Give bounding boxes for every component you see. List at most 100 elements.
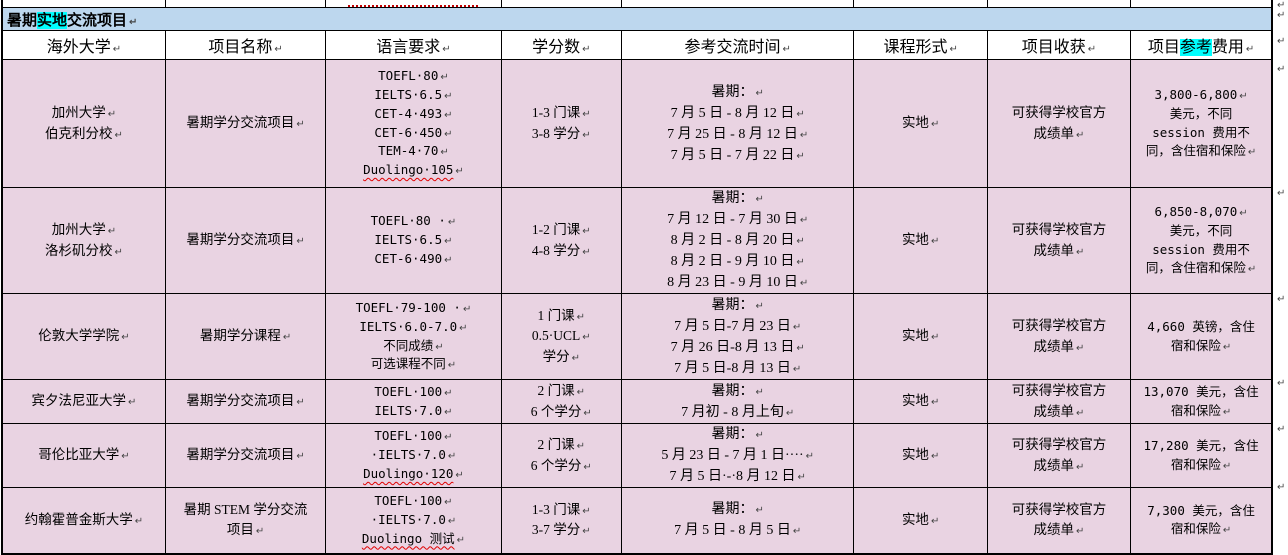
cell-line: 可选课程不同 ↵ (328, 355, 498, 374)
cell-line: 学分 ↵ (504, 347, 619, 367)
cell-line: 伯克利分校 ↵ (5, 124, 163, 144)
cell-text: 项目 (226, 522, 254, 538)
line-break-mark: ↵ (455, 469, 464, 481)
cell-university: 伦敦大学学院 ↵ (1, 293, 166, 380)
cell-text: 暑期： (711, 297, 754, 313)
cell-line: 哥伦比亚大学 ↵ (5, 445, 163, 465)
cell-text: 暑期： (711, 191, 754, 206)
line-break-mark: ↵ (582, 44, 591, 55)
line-break-mark: ↵ (442, 44, 451, 55)
text-segment: 项目 (1147, 39, 1180, 56)
cell-line: 同，含住宿和保险 ↵ (1133, 259, 1269, 278)
section-title-row: 暑期实地交流项目 ↵ (1, 7, 1273, 31)
line-break-mark: ↵ (1222, 341, 1232, 353)
line-break-mark: ↵ (1076, 461, 1085, 473)
table-row: 约翰霍普金斯大学 ↵ 暑期 STEM 学分交流 项目 ↵ TOEFL·100 ↵ ·IELTS… (1, 487, 1273, 554)
cell-university: 加州大学 ↵ 伯克利分校 ↵ (1, 59, 166, 188)
line-break-mark: ↵ (792, 321, 802, 333)
line-break-mark: ↵ (582, 332, 591, 344)
cell-text: CET-4·493 (374, 105, 443, 121)
header-credits: 学分数 ↵ (500, 30, 622, 60)
table-header-row: 海外大学 ↵ 项目名称 ↵ 语言要求 ↵ 学分数 ↵ 参考交流时间 ↵ 课程形式 ↵ 项目收获 ↵ 项目参考… (1, 30, 1273, 60)
cell-line: Duolingo 测试 ↵ (328, 530, 498, 549)
line-break-mark: ↵ (796, 257, 805, 268)
cell-line: 成绩单 ↵ (990, 337, 1128, 357)
header-language-requirement: 语言要求 ↵ (325, 30, 502, 60)
line-break-mark: ↵ (796, 342, 805, 354)
line-break-mark: ↵ (583, 461, 592, 473)
cell-line: CET-6·490 ↵ (328, 250, 498, 269)
cell-line: 加州大学 ↵ (5, 103, 163, 123)
cell-line: 成绩单 ↵ (990, 520, 1128, 540)
line-break-mark: ↵ (1076, 526, 1085, 538)
line-break-mark: ↵ (444, 236, 453, 248)
cell-line: CET-4·493 ↵ (328, 105, 498, 124)
table-row: 加州大学 ↵ 伯克利分校 ↵ 暑期学分交流项目 ↵ TOEFL·80 ↵ IELTS·6.5 ↵ C… (1, 59, 1273, 188)
row-end-mark: ↵ (1277, 36, 1286, 47)
clipped-cell (1130, 0, 1273, 8)
cell-text: 暑期学分交流项目 (186, 393, 295, 409)
text-segment: 海外大学 (46, 39, 111, 56)
cell-line: 1-2 门课 ↵ (504, 220, 619, 240)
line-break-mark: ↵ (456, 534, 466, 546)
table-title: 暑期实地交流项目 ↵ (1, 7, 1273, 31)
cell-text: 同，含住宿和保险 (1145, 143, 1246, 159)
cell-text: 1-2 门课 (531, 222, 581, 238)
cell-course-format: 实地 ↵ (853, 379, 988, 424)
table-row: 宾夕法尼亚大学 ↵ 暑期学分交流项目 ↵ TOEFL·100 ↵ IELTS·7.0 ↵ 2 门… (1, 379, 1273, 424)
clipped-cell (986, 0, 1132, 8)
clipped-cell (164, 0, 327, 8)
cell-line: 不同成绩 ↵ (328, 337, 498, 356)
clipped-cell (325, 0, 502, 8)
red-dotted-underline (348, 0, 479, 7)
cell-university: 约翰霍普金斯大学 ↵ (1, 487, 166, 554)
line-break-mark: ↵ (949, 44, 958, 55)
clipped-cell (1, 0, 166, 8)
cell-line: 7 月 26 日-8 月 13 日 ↵ (624, 337, 852, 358)
cell-text: 同，含住宿和保险 (1145, 260, 1246, 276)
header-course-format: 课程形式 ↵ (853, 30, 988, 60)
text-segment: 课程形式 (883, 39, 948, 56)
cell-text: TOEFL·80 · (370, 213, 446, 229)
cell-line: 可获得学校官方 (990, 316, 1128, 336)
line-break-mark: ↵ (930, 451, 940, 463)
cell-text: 7 月 5 日 - 8 月 5 日 (674, 523, 791, 539)
line-break-mark: ↵ (107, 226, 117, 238)
line-break-mark: ↵ (447, 217, 457, 229)
cell-program-name: 暑期学分交流项目 ↵ (164, 59, 327, 188)
cell-program-gain: 可获得学校官方 成绩单 ↵ (986, 293, 1132, 380)
line-break-mark: ↵ (440, 72, 449, 84)
cell-line: 6 个学分 ↵ (504, 402, 619, 422)
cell-credits: 1-3 门课 ↵ 3-8 学分 ↵ (500, 59, 622, 188)
line-break-mark: ↵ (582, 526, 591, 538)
cell-exchange-time: 暑期： ↵ 7 月 5 日 - 8 月 12 日 ↵ 7 月 25 日 - 8 月 12… (620, 59, 855, 188)
text-segment: 参考交流时间 (684, 39, 781, 56)
cell-program-gain: 可获得学校官方 成绩单 ↵ (986, 187, 1132, 294)
cell-credits: 2 门课 ↵ 6 个学分 ↵ (500, 379, 622, 424)
cell-exchange-time: 暑期： ↵ 5 月 23 日 - 7 月 1 日···· ↵ 7 月 5 日·-·8 月… (620, 423, 855, 488)
cell-exchange-time: 暑期： ↵ 7 月 12 日 - 7 月 30 日 ↵ 8 月 2 日 - 8 月 20… (620, 187, 855, 294)
cell-line: 7 月 5 日·-·8 月 12 日 ↵ (624, 466, 852, 487)
header-program-gain: 项目收获 ↵ (986, 30, 1132, 60)
cell-program-name: 暑期学分交流项目 ↵ (164, 187, 327, 294)
table-row: 伦敦大学学院 ↵ 暑期学分课程 ↵ TOEFL·79-100 · ↵ IELTS·6.0-7… (1, 293, 1273, 380)
cell-line: Duolingo·105 ↵ (328, 161, 498, 180)
cell-text: TOEFL·100 (374, 428, 443, 444)
cell-text: 成绩单 (1033, 457, 1075, 473)
line-break-mark: ↵ (582, 226, 591, 238)
clipped-cell (853, 0, 988, 8)
line-break-mark: ↵ (444, 91, 453, 102)
line-break-mark: ↵ (755, 194, 764, 205)
line-break-mark: ↵ (444, 497, 453, 509)
row-end-mark: ↵ (1277, 378, 1286, 389)
highlighted-text: 参考 (1179, 39, 1212, 56)
cell-line: 13,070 美元，含住 (1133, 383, 1269, 402)
cell-line: TOEFL·80 ↵ (328, 67, 498, 86)
cell-text: ·IELTS·7.0 (370, 447, 446, 463)
line-break-mark: ↵ (296, 236, 305, 248)
cell-text: 成绩单 (1033, 522, 1075, 538)
cell-line: 成绩单 ↵ (990, 241, 1128, 261)
cell-line: TEM-4·70 ↵ (328, 142, 498, 161)
cell-text: IELTS·6.5 (374, 232, 443, 248)
line-break-mark: ↵ (274, 44, 283, 55)
